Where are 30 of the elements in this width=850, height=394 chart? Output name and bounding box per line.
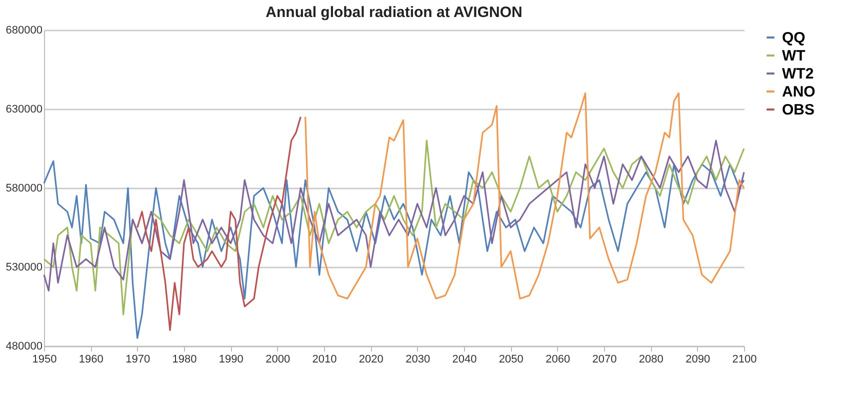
y-tick-label: 630000 <box>6 104 42 116</box>
chart-title: Annual global radiation at AVIGNON <box>266 4 522 21</box>
x-tick-label: 2000 <box>266 354 290 366</box>
y-tick-label: 680000 <box>6 24 42 36</box>
x-tick-label: 1980 <box>172 354 197 366</box>
x-tick-label: 2070 <box>592 354 617 366</box>
x-tick-label: 2060 <box>546 354 570 366</box>
x-tick-label: 1990 <box>218 354 244 366</box>
x-tick-label: 2040 <box>452 354 477 366</box>
x-tick-label: 2090 <box>686 354 710 366</box>
legend-label: WT <box>782 48 806 64</box>
legend-label: QQ <box>782 30 806 46</box>
x-tick-label: 2080 <box>638 354 664 366</box>
line-series <box>136 116 302 331</box>
x-tick-label: 2020 <box>358 354 384 366</box>
y-tick-label: 530000 <box>6 262 42 274</box>
legend-label: WT2 <box>782 66 814 82</box>
y-tick-label: 580000 <box>6 182 42 194</box>
x-tick-label: 1960 <box>78 354 104 366</box>
line-series <box>43 160 745 339</box>
y-tick-label: 480000 <box>6 340 42 352</box>
x-tick-label: 1950 <box>32 354 57 366</box>
x-tick-label: 2010 <box>312 354 337 366</box>
x-tick-label: 2050 <box>498 354 524 366</box>
x-tick-label: 2100 <box>732 354 757 366</box>
line-series <box>304 92 745 300</box>
legend-label: OBS <box>782 102 815 118</box>
x-tick-label: 1970 <box>126 354 150 366</box>
legend-label: ANO <box>782 84 816 100</box>
x-tick-label: 2030 <box>406 354 430 366</box>
